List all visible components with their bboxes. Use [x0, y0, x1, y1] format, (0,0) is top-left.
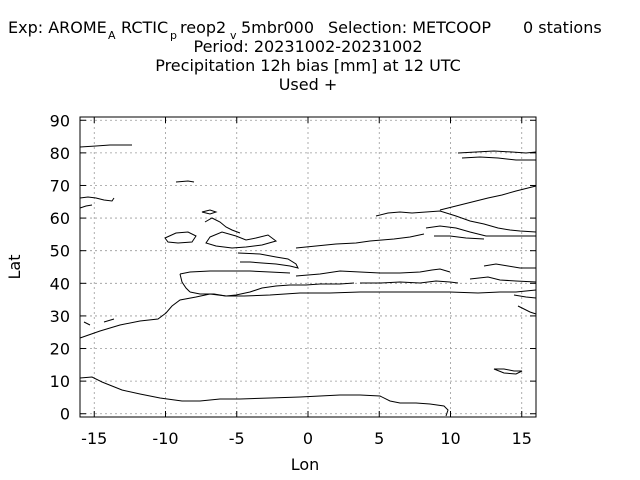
coastline-iberia-north — [179, 270, 291, 275]
coastline-greece — [483, 263, 536, 269]
tick-labels: -15 -10 -5 0 5 10 15 0 10 20 30 40 50 60 70 80 90 — [50, 111, 532, 448]
x-tick-label: -10 — [152, 429, 178, 448]
ticks — [80, 117, 536, 417]
coastline-italy — [360, 280, 459, 284]
title-line2: Period: 20231002-20231002 — [193, 37, 422, 56]
coastline-arctic-islands-2 — [461, 156, 536, 161]
coastline-faroes — [201, 209, 218, 215]
title-line4: Used + — [279, 75, 338, 94]
title-line1-mbr: 5mbr000 — [241, 18, 314, 37]
title-line3: Precipitation 12h bias [mm] at 12 UTC — [155, 56, 461, 75]
coastline-baltic — [425, 225, 536, 237]
coastline-lake-chad — [493, 368, 523, 375]
coastline-aegean — [469, 276, 537, 283]
coastline-greenland-east — [79, 196, 115, 202]
y-tick-label: 80 — [50, 144, 70, 163]
y-tick-label: 0 — [60, 405, 70, 424]
coastline-western-europe — [237, 252, 299, 269]
y-axis-label: Lat — [5, 255, 24, 280]
coastline-west-africa — [79, 293, 227, 339]
coastline-iberia-west — [179, 273, 191, 293]
coastline-gulf-of-guinea — [79, 376, 449, 417]
y-tick-label: 60 — [50, 209, 70, 228]
x-tick-label: -5 — [229, 429, 245, 448]
coastline-canaries — [83, 318, 115, 326]
y-tick-label: 70 — [50, 176, 70, 195]
plot-frame — [79, 116, 537, 418]
coastline-norway-north — [439, 185, 537, 211]
coastline-arctic-islands — [457, 150, 537, 154]
coastline-iceland-north — [79, 204, 93, 209]
y-tick-label: 10 — [50, 372, 70, 391]
y-tick-label: 30 — [50, 307, 70, 326]
title-line1-sub-p: p — [170, 29, 177, 42]
coastline-scotland — [204, 217, 241, 234]
title-line1-sub-a: A — [108, 29, 116, 42]
coastline-scandinavia — [375, 210, 537, 233]
coastline-crete — [513, 294, 537, 299]
coastline-mediterranean-north — [295, 268, 451, 277]
title-line1-sub-v: v — [230, 29, 237, 42]
coastline-north-africa — [226, 289, 537, 297]
coastline-iceland-small — [175, 180, 195, 183]
coastlines — [79, 144, 537, 417]
y-tick-label: 50 — [50, 242, 70, 261]
x-tick-label: 10 — [440, 429, 460, 448]
x-tick-label: -15 — [81, 429, 107, 448]
grid — [80, 117, 536, 417]
y-tick-label: 40 — [50, 274, 70, 293]
coastline-ireland — [164, 231, 197, 244]
coastline-iberia-south — [189, 282, 355, 297]
title-line1-stations: 0 stations — [523, 18, 602, 37]
title-line1-selection: Selection: METCOOP — [328, 18, 491, 37]
coastline-libya — [517, 305, 537, 315]
coastline-britain — [205, 231, 278, 249]
title-line1-arctic: RCTIC — [121, 18, 168, 37]
chart-title: Exp: AROME A RCTIC p reop2 v 5mbr000 Sel… — [8, 18, 602, 94]
y-tick-label: 20 — [50, 340, 70, 359]
x-tick-label: 15 — [512, 429, 532, 448]
x-tick-label: 5 — [374, 429, 384, 448]
coastline-north-germany — [295, 233, 425, 249]
x-tick-label: 0 — [303, 429, 313, 448]
y-tick-label: 90 — [50, 111, 70, 130]
coastline-greenland-south — [79, 144, 132, 148]
title-line1-reop2: reop2 — [180, 18, 226, 37]
x-axis-label: Lon — [291, 455, 320, 474]
coastline-baltic-2 — [434, 235, 485, 240]
title-line1-exp: Exp: AROME — [8, 18, 107, 37]
